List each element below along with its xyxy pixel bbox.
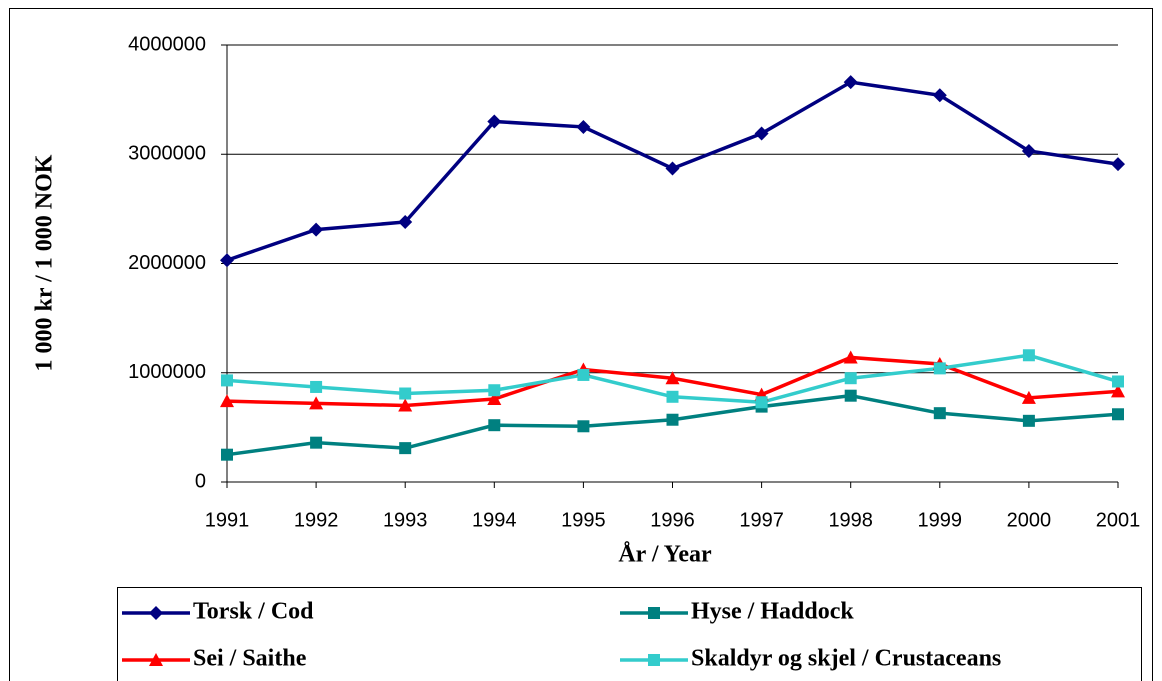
x-tick-label: 1999 bbox=[918, 509, 963, 531]
marker bbox=[309, 222, 324, 237]
marker bbox=[933, 407, 946, 420]
marker bbox=[310, 380, 323, 393]
marker bbox=[665, 371, 680, 385]
x-axis-label: År / Year bbox=[618, 542, 712, 568]
x-tick-label: 1996 bbox=[650, 509, 695, 531]
marker bbox=[576, 119, 591, 134]
legend-label: Sei / Saithe bbox=[193, 646, 307, 672]
marker bbox=[577, 420, 590, 433]
y-tick-label: 4000000 bbox=[128, 33, 206, 55]
marker bbox=[844, 372, 857, 385]
x-tick-label: 2001 bbox=[1096, 509, 1141, 531]
x-tick-label: 1991 bbox=[205, 509, 250, 531]
x-tick-label: 2000 bbox=[1007, 509, 1052, 531]
marker bbox=[220, 253, 234, 268]
marker bbox=[666, 413, 679, 426]
marker bbox=[1021, 143, 1036, 158]
marker bbox=[933, 362, 946, 375]
marker bbox=[1021, 390, 1036, 404]
marker bbox=[932, 88, 947, 103]
marker bbox=[1111, 384, 1125, 398]
marker bbox=[398, 398, 413, 412]
marker bbox=[488, 384, 501, 397]
y-tick-label: 2000000 bbox=[128, 252, 206, 274]
marker bbox=[843, 350, 858, 364]
marker bbox=[648, 607, 660, 619]
x-tick-label: 1994 bbox=[472, 509, 517, 531]
marker bbox=[399, 387, 412, 400]
legend-label: Skaldyr og skjel / Crustaceans bbox=[691, 646, 1001, 672]
marker bbox=[1022, 414, 1035, 427]
marker bbox=[149, 653, 163, 666]
y-tick-label: 3000000 bbox=[128, 143, 206, 165]
marker bbox=[577, 368, 590, 381]
marker bbox=[666, 390, 679, 403]
y-tick-label: 0 bbox=[195, 470, 206, 492]
marker bbox=[1111, 157, 1125, 172]
marker bbox=[309, 396, 324, 410]
marker bbox=[149, 606, 163, 620]
x-tick-label: 1993 bbox=[383, 509, 428, 531]
marker bbox=[488, 419, 501, 432]
marker bbox=[310, 436, 323, 449]
marker bbox=[1112, 408, 1124, 421]
legend-label: Torsk / Cod bbox=[193, 599, 314, 625]
marker bbox=[755, 396, 768, 409]
x-tick-label: 1997 bbox=[739, 509, 784, 531]
marker bbox=[843, 75, 858, 90]
x-tick-label: 1992 bbox=[294, 509, 339, 531]
legend-box bbox=[117, 587, 1142, 681]
y-tick-label: 1000000 bbox=[128, 361, 206, 383]
marker bbox=[1112, 375, 1124, 388]
marker bbox=[754, 126, 769, 141]
marker bbox=[487, 114, 502, 129]
x-tick-label: 1995 bbox=[561, 509, 606, 531]
marker bbox=[398, 214, 413, 229]
marker bbox=[221, 448, 233, 461]
chart-frame bbox=[9, 8, 1153, 681]
marker bbox=[1022, 349, 1035, 362]
marker bbox=[844, 389, 857, 402]
marker bbox=[665, 161, 680, 176]
marker bbox=[220, 394, 234, 408]
x-tick-label: 1998 bbox=[828, 509, 873, 531]
y-axis-label: 1 000 kr / 1 000 NOK bbox=[32, 154, 58, 371]
marker bbox=[648, 654, 660, 666]
marker bbox=[399, 442, 412, 455]
marker bbox=[221, 374, 233, 387]
marker bbox=[487, 391, 502, 405]
legend-label: Hyse / Haddock bbox=[691, 599, 854, 625]
